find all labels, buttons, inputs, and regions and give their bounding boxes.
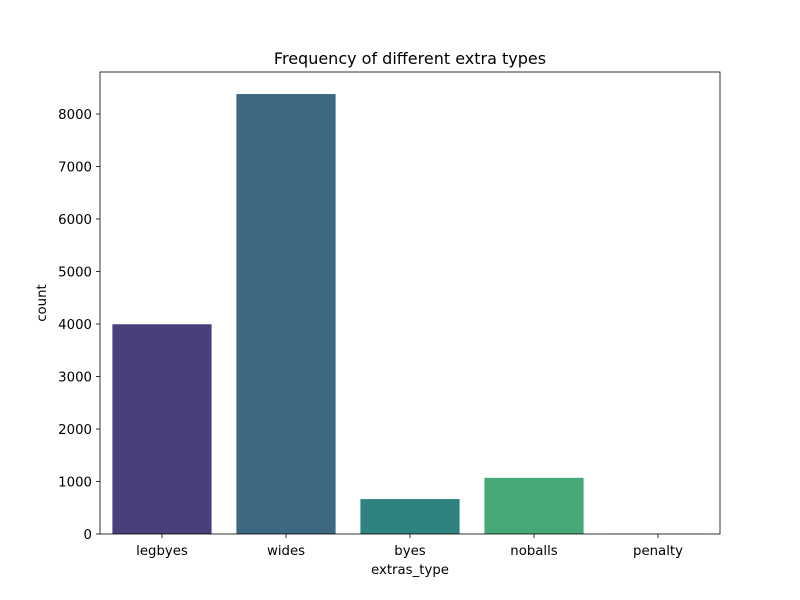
y-tick-label: 3000 <box>58 371 92 386</box>
x-axis-ticks: legbyes wides byes noballs penalty <box>136 534 683 559</box>
chart-title: Frequency of different extra types <box>274 49 546 68</box>
bar-wides <box>236 94 336 535</box>
y-axis-title: count <box>35 284 50 322</box>
bar-noballs <box>484 477 584 534</box>
plot-frame <box>99 71 721 535</box>
bars-group <box>112 94 708 535</box>
y-tick-label: 8000 <box>58 108 92 123</box>
y-tick-label: 0 <box>84 528 92 543</box>
y-tick-label: 4000 <box>58 318 92 333</box>
y-tick-label: 1000 <box>58 476 92 491</box>
x-tick-label: wides <box>267 544 305 559</box>
y-tick-label: 5000 <box>58 266 92 281</box>
x-tick-label: legbyes <box>136 544 188 559</box>
x-tick-label: noballs <box>510 544 558 559</box>
y-tick-label: 6000 <box>58 213 92 228</box>
bar-legbyes <box>112 324 212 534</box>
y-tick-label: 2000 <box>58 423 92 438</box>
y-axis-ticks: 0 1000 2000 3000 4000 5000 6000 7000 8000 <box>58 108 100 543</box>
x-tick-label: byes <box>394 544 425 559</box>
x-axis-title: extras_type <box>371 563 449 578</box>
bar-byes <box>360 499 460 534</box>
x-tick-label: penalty <box>633 544 683 559</box>
y-tick-label: 7000 <box>58 161 92 176</box>
